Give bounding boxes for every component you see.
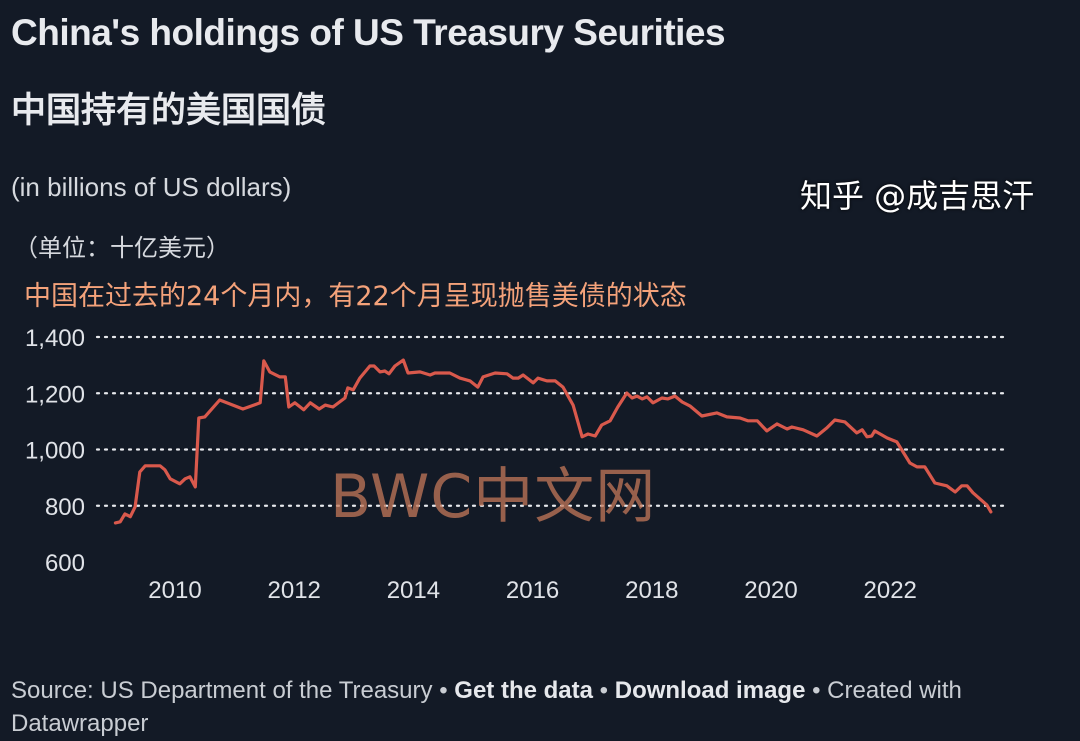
x-tick-label: 2016: [506, 577, 559, 604]
y-tick-label: 1,400: [25, 325, 85, 352]
annotation-cn: 中国在过去的24个月内，有22个月呈现抛售美债的状态: [24, 281, 687, 312]
x-tick-label: 2014: [387, 577, 440, 604]
separator: •: [805, 677, 828, 704]
y-tick-label: 600: [45, 550, 85, 577]
get-data-link[interactable]: Get the data: [454, 677, 593, 704]
download-image-link[interactable]: Download image: [614, 677, 806, 704]
y-tick-label: 1,000: [25, 438, 85, 465]
source-text: Source: US Department of the Treasury: [11, 677, 433, 704]
watermark-bwc: BWC中文网: [330, 462, 657, 532]
y-tick-label: 800: [45, 494, 85, 521]
chart-subtitle: (in billions of US dollars): [11, 172, 292, 202]
x-tick-label: 2010: [148, 577, 201, 604]
x-tick-label: 2022: [864, 577, 917, 604]
watermark-zhihu: 知乎 @成吉思汗: [800, 177, 1035, 215]
x-tick-label: 2012: [268, 577, 321, 604]
x-tick-label: 2020: [744, 577, 797, 604]
created-with-text: Created with Datawrapper: [11, 677, 962, 737]
chart-title-cn: 中国持有的美国国债: [11, 91, 327, 131]
holdings-line: [113, 358, 993, 525]
chart-title: China's holdings of US Treasury Seuritie…: [11, 12, 726, 53]
footer: Source: US Department of the Treasury • …: [11, 674, 1011, 740]
x-tick-label: 2018: [625, 577, 678, 604]
y-tick-label: 1,200: [25, 381, 85, 408]
separator: •: [432, 677, 455, 704]
separator: •: [592, 677, 615, 704]
unit-label-cn: （单位：十亿美元）: [14, 234, 230, 262]
